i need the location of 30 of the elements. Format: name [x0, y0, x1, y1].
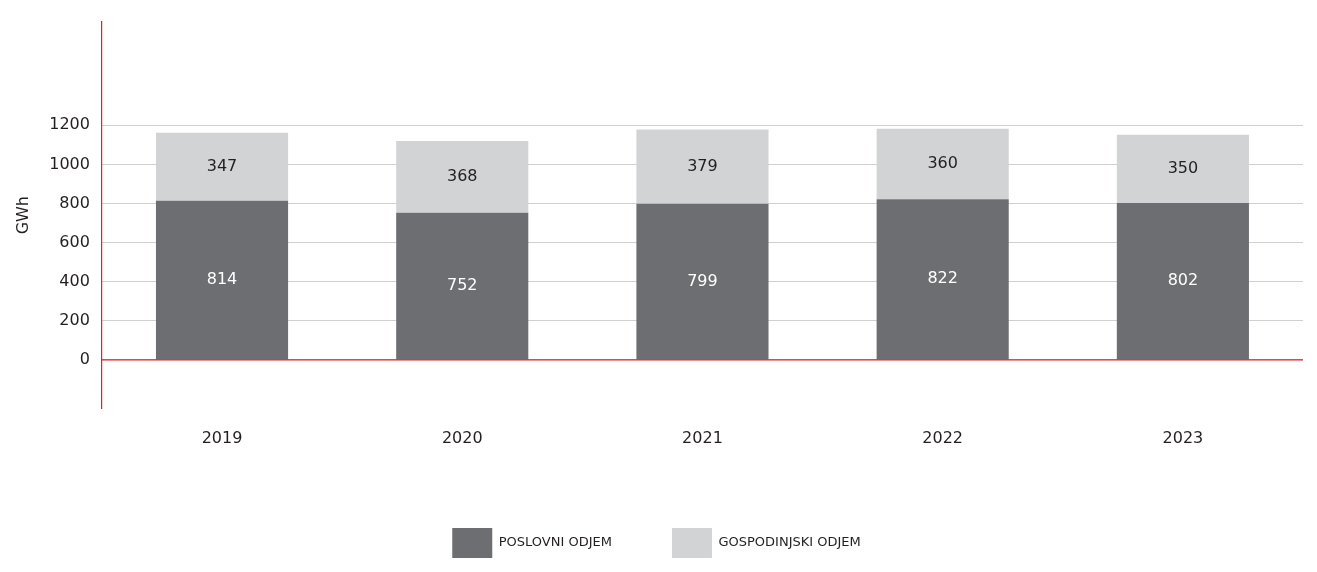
data-label: 799: [687, 270, 718, 290]
y-tick-label: 800: [59, 192, 90, 212]
data-label: 350: [1167, 158, 1199, 178]
data-label: 814: [206, 269, 238, 289]
legend-label: GOSPODINJSKI ODJEM: [718, 534, 861, 550]
x-tick-label: 2021: [682, 427, 723, 447]
x-tick-label: 2023: [1162, 427, 1204, 447]
bar: [876, 199, 1009, 360]
data-label: 347: [206, 155, 238, 175]
y-tick-label: 1000: [49, 153, 90, 173]
y-tick-label: 0: [79, 349, 90, 369]
legend-label: POSLOVNI ODJEM: [498, 534, 612, 550]
y-tick-label: 1200: [49, 114, 90, 134]
y-axis-title: GWh: [12, 196, 32, 235]
bar: [636, 203, 769, 360]
bar: [1116, 203, 1249, 360]
data-label: 379: [687, 155, 718, 175]
data-label: 368: [446, 166, 478, 186]
x-tick-label: 2020: [441, 427, 483, 447]
bar: [396, 212, 529, 360]
bar: [155, 200, 289, 360]
x-tick-label: 2019: [201, 427, 243, 447]
x-tick-label: 2022: [922, 427, 964, 447]
data-label: 822: [927, 268, 958, 288]
y-tick-label: 400: [59, 270, 90, 290]
data-label: 752: [446, 275, 478, 295]
data-label: 360: [927, 153, 958, 173]
y-tick-label: 200: [59, 309, 90, 329]
y-tick-label: 600: [59, 231, 90, 251]
data-label: 802: [1167, 270, 1199, 290]
